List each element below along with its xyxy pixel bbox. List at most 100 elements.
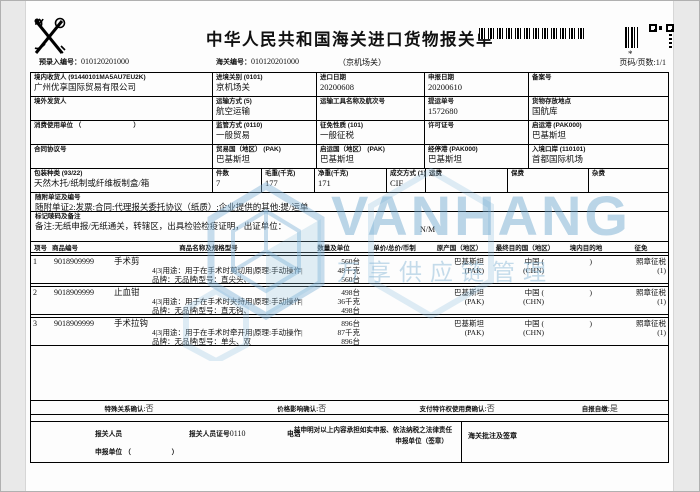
field-net-weight: 净重(千克) 171	[315, 169, 387, 192]
qty-line-3: 896台	[341, 337, 360, 345]
origin-code: (PAK)	[464, 266, 484, 275]
packing-row: 包装种类 (93/22) 天然木托/纸制或纤维板制盒/箱 件数 7 毛重(千克) 17…	[31, 169, 668, 193]
levy-name: 照章征税	[636, 288, 666, 297]
goods-item-levy: 照章征税 (1)	[614, 318, 668, 345]
goods-item-dest: 中国 ( (CHN)	[492, 256, 558, 283]
attached-docs-value: 随附单证2:发票:合同:代理报关委托协议（纸质）;企业提供的其他:提/运单	[35, 202, 309, 212]
marks-notes-value: 备注:无纸申报/无纸通关，转辖区，出具检验检疫证明，出证单位：	[35, 221, 287, 231]
origin-name: 巴基斯坦	[454, 319, 484, 328]
dest-name: 中国 (	[524, 257, 544, 266]
col-levy: 征免	[634, 245, 648, 252]
footer-left-cell: 报关人员 报关人员证号0110 电话 申报单位 （ ） 兹申明对以上内容承担如实…	[31, 422, 462, 462]
field-gross-weight: 毛重(千克) 177	[262, 169, 315, 192]
field-departure-country: 启运国（地区） (PAK) 巴基斯坦	[317, 145, 425, 168]
pre-entry-no: 预录入编号：010120201000	[39, 57, 129, 66]
field-overseas-shipper: 境外发货人	[31, 97, 213, 120]
dest-code: (CHN)	[523, 266, 544, 275]
col-dest-country: 最终目的国（地区）	[495, 245, 555, 252]
page-info: 页码/页数:1/1	[619, 58, 666, 67]
field-insurance: 保费	[508, 169, 589, 192]
marks-nm: N/M	[420, 225, 436, 234]
col-commodity-code: 商品编号	[52, 245, 78, 252]
goods-item-no: 2	[33, 288, 37, 297]
scan-edge-left	[1, 1, 26, 491]
confirmation-row: 特殊关系确认:否 价格影响确认:否 支付特许权使用费确认:否 自报自缴:是	[31, 400, 668, 415]
field-pieces: 件数 7	[213, 169, 262, 192]
attached-docs-section: 随附单证及编号 随附单证2:发票:合同:代理报关委托协议（纸质）;企业提供的其他…	[31, 193, 668, 212]
field-entry-customs: 进境关别 (0101) 京机场关	[213, 73, 317, 96]
goods-row-2: 2 9018909999 止血钳 4|3|用途：用于在手术时夹持用|原理:手动操…	[31, 286, 668, 315]
customs-office: （京机场关）	[338, 58, 386, 67]
goods-item-origin: 巴基斯坦 (PAK)	[427, 287, 492, 314]
goods-item-desc: 手术剪 4|3|用途：用于在手术时剪切用|原理:手动操作|品牌：无品牌|型号：直…	[112, 256, 305, 284]
goods-item-name: 手术拉钩	[114, 318, 149, 328]
customs-note-cell: 海关批注及签章	[462, 422, 668, 462]
origin-name: 巴基斯坦	[454, 288, 484, 297]
goods-item-spec: 4|3|用途：用于在手术时夹持用|原理:手动操作|品牌：无品牌|型号：直无钩、	[152, 297, 303, 314]
goods-item-spec: 4|3|用途：用于在手术时剪切用|原理:手动操作|品牌：无品牌|型号：直尖头、	[152, 266, 303, 283]
field-levy-nature: 征免性质 (101) 一般征税	[317, 121, 425, 144]
goods-item-domestic: )	[589, 288, 593, 297]
col-item-no: 项号	[34, 245, 47, 252]
goods-item-domestic: )	[589, 319, 593, 328]
goods-item-price	[362, 287, 427, 314]
qty-line-2: 87千克	[337, 328, 361, 337]
declaration-line-1: 兹申明对以上内容承担如实申报、依法纳税之法律责任	[293, 427, 453, 434]
price-influence-confirm: 价格影响确认:否	[277, 404, 327, 413]
field-packing-type: 包装种类 (93/22) 天然木托/纸制或纤维板制盒/箱	[31, 169, 213, 192]
goods-item-no: 3	[33, 319, 37, 328]
qr-code-icon	[649, 24, 674, 52]
agent-label: 报关人员	[95, 431, 123, 438]
declaration-form: 境内收货人 (91440101MA5AU7EU2K) 广州优享国际贸易有限公司 进…	[30, 72, 669, 463]
goods-row-1: 1 9018909999 手术剪 4|3|用途：用于在手术时剪切用|原理:手动操…	[31, 255, 668, 284]
self-declare-confirm: 自报自缴:是	[581, 404, 618, 413]
scan-edge-right	[673, 1, 699, 491]
col-name-spec: 商品名称及规格型号	[179, 245, 238, 252]
goods-row-3: 3 9018909999 手术拉钩 4|3|用途：用于在手术时牵开用|原理:手动…	[31, 317, 668, 346]
field-freight: 运费	[426, 169, 508, 192]
field-transport-name: 运输工具名称及航次号	[317, 97, 425, 120]
levy-code: (1)	[657, 297, 666, 306]
barcode	[479, 28, 585, 39]
form-title: 中华人民共和国海关进口货物报关单	[206, 31, 494, 49]
goods-item-qty: 498台 36千克 498台	[305, 287, 362, 314]
goods-item-desc: 手术拉钩 4|3|用途：用于在手术时牵开用|原理:手动操作|品牌：无品牌|型号：…	[112, 318, 305, 346]
goods-item-origin: 巴基斯坦 (PAK)	[427, 256, 492, 283]
grid-row-2: 境外发货人 运输方式 (5) 航空运输 运输工具名称及航次号 提运单号 157268…	[31, 97, 668, 121]
goods-item-no: 1	[33, 257, 37, 266]
origin-code: (PAK)	[464, 328, 484, 337]
field-contract-no: 合同协议号	[31, 145, 213, 168]
goods-item-levy: 照章征税 (1)	[614, 287, 668, 314]
qty-line-2: 48千克	[337, 266, 361, 275]
goods-item-price	[362, 256, 427, 283]
marks-notes-section: 标记唛码及备注 备注:无纸申报/无纸通关，转辖区，出具检验检疫证明，出证单位： …	[31, 212, 668, 242]
grid-row-1: 境内收货人 (91440101MA5AU7EU2K) 广州优享国际贸易有限公司 进…	[31, 73, 668, 97]
goods-item-qty: 560台 48千克 560台	[305, 256, 362, 283]
meta-row: 预录入编号：010120201000 海关编号：010120201000 （京机…	[1, 57, 699, 70]
field-import-date: 进口日期 20200608	[317, 73, 425, 96]
customs-emblem-icon	[34, 17, 66, 54]
goods-item-name: 止血钳	[114, 287, 140, 297]
goods-item-qty: 896台 87千克 896台	[305, 318, 362, 345]
field-bill-no: 提运单号 1572680	[425, 97, 529, 120]
customs-note-label: 海关批注及签章	[468, 433, 517, 440]
customs-no: 海关编号：010120201000	[216, 57, 299, 66]
goods-item-origin: 巴基斯坦 (PAK)	[427, 318, 492, 345]
origin-name: 巴基斯坦	[454, 257, 484, 266]
col-domestic-dest: 境内目的地	[569, 245, 603, 252]
goods-item-code: 9018909999	[54, 257, 94, 266]
col-origin-country: 原产国（地区）	[436, 245, 483, 252]
goods-item-name: 手术剪	[114, 256, 140, 266]
field-consumer-unit: 消费使用单位 （ ）	[31, 121, 213, 144]
field-trade-country: 贸易国（地区） (PAK) 巴基斯坦	[213, 145, 317, 168]
attached-docs-label: 随附单证及编号	[35, 194, 81, 201]
field-entry-port: 入境口岸 (110101) 首都国际机场	[532, 146, 586, 164]
special-relation-confirm: 特殊关系确认:否	[104, 404, 154, 413]
dest-code: (CHN)	[523, 297, 544, 306]
field-misc-fees: 杂费	[592, 170, 605, 177]
levy-name: 照章征税	[636, 319, 666, 328]
declaration-line-2: 申报单位（签章）	[395, 438, 448, 445]
field-record-no: 备案号	[532, 74, 552, 81]
qty-line-3: 498台	[341, 306, 360, 314]
